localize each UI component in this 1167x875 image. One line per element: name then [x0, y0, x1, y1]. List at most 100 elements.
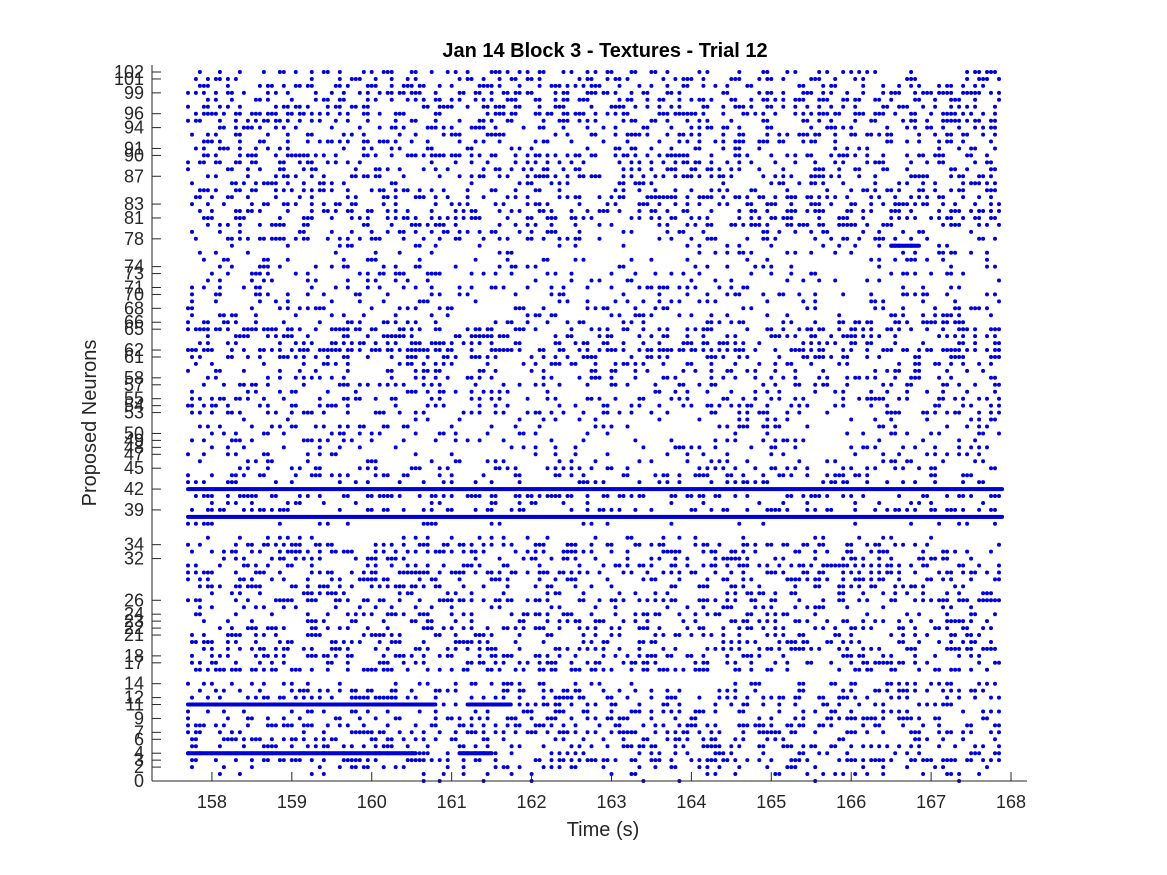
spike-marker	[957, 355, 962, 359]
spike-marker	[961, 341, 966, 346]
spike-marker	[769, 570, 774, 575]
spike-marker	[621, 716, 626, 721]
spike-marker	[737, 765, 742, 770]
spike-marker	[729, 702, 734, 707]
spike-marker	[241, 507, 246, 512]
spike-marker	[777, 396, 782, 401]
spike-marker	[477, 334, 482, 339]
spike-marker	[285, 723, 290, 728]
spike-marker	[889, 556, 894, 561]
spike-marker	[817, 723, 822, 728]
spike-marker	[833, 709, 838, 714]
spike-marker	[329, 181, 334, 186]
spike-marker	[237, 633, 242, 637]
spike-marker	[665, 688, 670, 693]
spike-marker	[305, 633, 310, 637]
spike-marker	[265, 327, 270, 332]
spike-marker	[537, 153, 542, 158]
spike-marker	[857, 174, 862, 179]
spike-marker	[505, 320, 510, 325]
spike-marker	[405, 549, 410, 554]
spike-marker	[873, 160, 878, 165]
spike-marker	[385, 167, 390, 172]
spike-marker	[621, 174, 626, 179]
spike-marker	[809, 195, 814, 200]
spike-marker	[817, 646, 822, 651]
spike-marker	[613, 605, 618, 610]
spike-marker	[541, 640, 546, 644]
spike-marker	[677, 229, 682, 234]
spike-marker	[289, 327, 294, 332]
spike-marker	[793, 765, 798, 770]
spike-marker	[969, 619, 974, 624]
spike-marker	[193, 667, 198, 672]
spike-marker	[797, 723, 802, 728]
spike-marker	[685, 285, 690, 290]
spike-marker	[945, 494, 950, 498]
spike-marker	[657, 202, 662, 207]
spike-marker	[753, 368, 758, 373]
spike-marker	[493, 348, 498, 352]
spike-marker	[781, 570, 786, 575]
spike-marker	[897, 181, 902, 186]
spike-marker	[533, 549, 538, 554]
spike-marker	[537, 188, 542, 193]
spike-marker	[993, 146, 997, 151]
spike-marker	[453, 737, 458, 742]
spike-marker	[281, 188, 286, 193]
spike-marker	[190, 299, 194, 304]
spike-marker	[425, 626, 430, 631]
spike-marker	[217, 264, 222, 269]
spike-marker	[186, 160, 190, 165]
spike-marker	[345, 410, 350, 415]
spike-marker	[253, 570, 258, 575]
spike-marker	[425, 271, 430, 276]
spike-marker	[509, 681, 514, 686]
spike-marker	[497, 348, 502, 352]
spike-marker	[677, 473, 682, 478]
spike-marker	[345, 758, 350, 763]
spike-marker	[957, 341, 962, 346]
spike-marker	[553, 174, 558, 179]
spike-marker	[217, 507, 222, 512]
spike-marker	[753, 723, 758, 728]
spike-marker	[325, 688, 330, 693]
spike-marker	[381, 473, 386, 478]
spike-marker	[429, 494, 434, 498]
spike-marker	[721, 341, 726, 346]
spike-marker	[201, 438, 206, 443]
spike-marker	[869, 626, 874, 631]
spike-marker	[741, 139, 746, 144]
spike-marker	[325, 626, 330, 631]
spike-marker	[393, 445, 398, 450]
spike-marker	[813, 181, 818, 186]
spike-marker	[833, 633, 838, 637]
spike-marker	[221, 549, 226, 554]
spike-marker	[705, 466, 710, 471]
spike-marker	[493, 271, 498, 276]
spike-marker	[321, 292, 326, 297]
spike-marker	[813, 132, 818, 137]
spike-marker	[293, 174, 298, 179]
spike-marker	[905, 681, 910, 686]
spike-marker	[573, 153, 578, 158]
spike-marker	[737, 633, 742, 637]
spike-marker	[545, 619, 550, 624]
spike-marker	[605, 640, 610, 644]
spike-marker	[533, 452, 538, 457]
spike-marker	[761, 723, 766, 728]
spike-marker	[489, 501, 494, 505]
spike-marker	[497, 396, 502, 401]
spike-marker	[649, 216, 654, 220]
spike-marker	[977, 306, 982, 311]
spike-marker	[461, 216, 466, 220]
spike-marker	[249, 306, 254, 311]
spike-marker	[393, 612, 398, 617]
spike-marker	[561, 410, 566, 415]
spike-marker	[977, 507, 982, 512]
spike-marker	[393, 396, 398, 401]
spike-marker	[605, 695, 610, 700]
spike-marker	[285, 598, 290, 603]
spike-marker	[921, 285, 926, 290]
spike-marker	[385, 209, 390, 213]
